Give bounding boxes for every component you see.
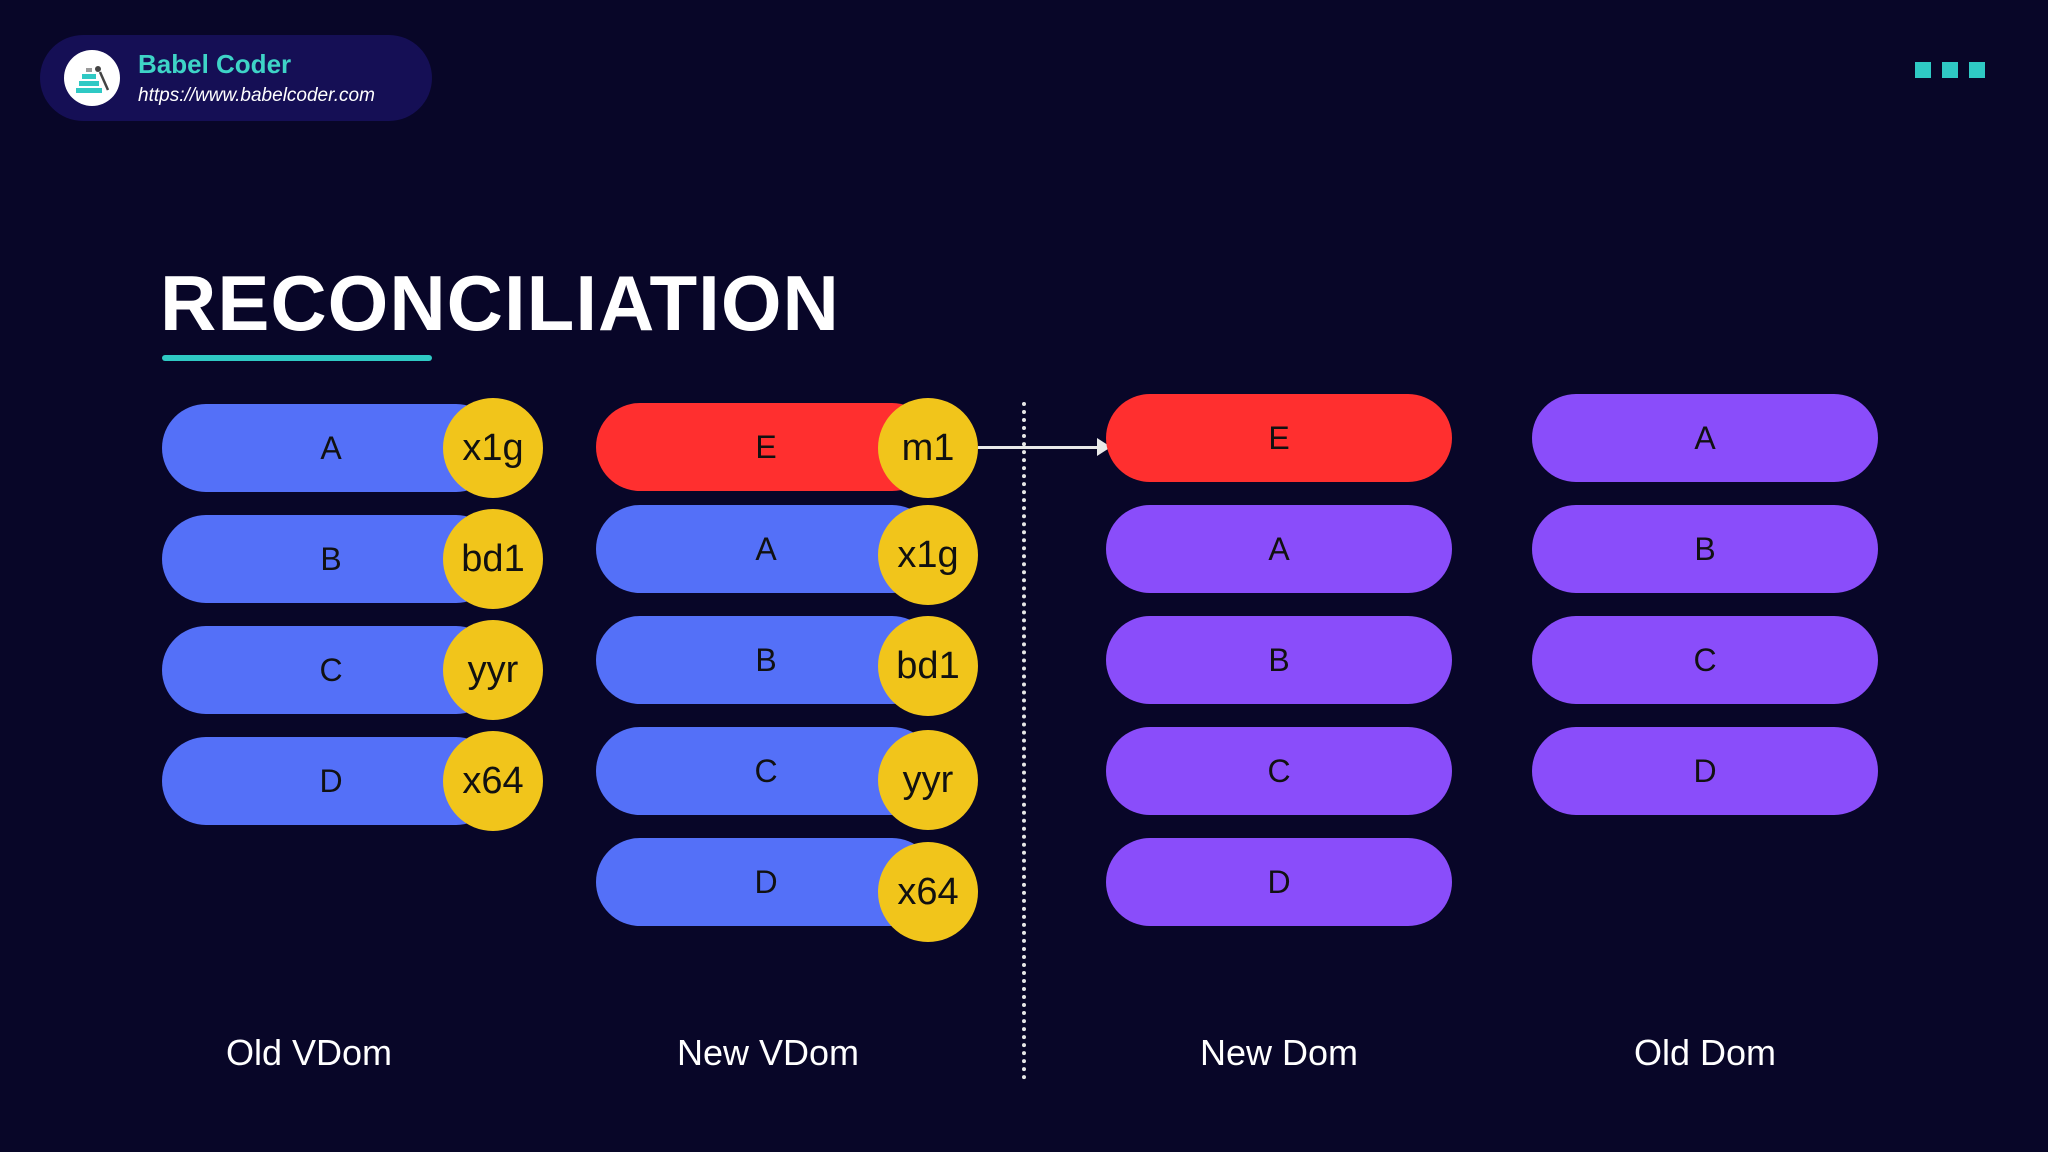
- brand-name: Babel Coder: [138, 49, 292, 79]
- new-vdom-label: New VDom: [676, 1032, 860, 1073]
- brand-badge[interactable]: Babel Coder https://www.babelcoder.com: [40, 35, 432, 121]
- dot-icon: [1915, 62, 1931, 78]
- new-dom-node-b: B: [1106, 616, 1452, 704]
- old-dom-label: Old Dom: [1633, 1032, 1777, 1073]
- new-vdom-key-a: x1g: [878, 505, 978, 605]
- old-vdom-label: Old VDom: [225, 1032, 393, 1073]
- dotted-divider: [1022, 402, 1026, 1080]
- old-vdom-key-d: x64: [443, 731, 543, 831]
- insert-arrow-line: [978, 446, 1102, 449]
- dot-icon: [1942, 62, 1958, 78]
- new-dom-node-a: A: [1106, 505, 1452, 593]
- old-dom-node-a: A: [1532, 394, 1878, 482]
- title-underline: [162, 355, 432, 361]
- old-dom-node-c: C: [1532, 616, 1878, 704]
- old-dom-node-d: D: [1532, 727, 1878, 815]
- new-dom-node-c: C: [1106, 727, 1452, 815]
- old-dom-node-b: B: [1532, 505, 1878, 593]
- new-vdom-key-d: x64: [878, 842, 978, 942]
- new-dom-node-d: D: [1106, 838, 1452, 926]
- new-vdom-key-b: bd1: [878, 616, 978, 716]
- new-vdom-key-e: m1: [878, 398, 978, 498]
- dot-icon: [1969, 62, 1985, 78]
- pyramid-logo-icon: [64, 50, 120, 106]
- old-vdom-key-a: x1g: [443, 398, 543, 498]
- new-vdom-key-c: yyr: [878, 730, 978, 830]
- old-vdom-key-c: yyr: [443, 620, 543, 720]
- new-dom-node-e: E: [1106, 394, 1452, 482]
- brand-url[interactable]: https://www.babelcoder.com: [138, 85, 375, 106]
- page-title: RECONCILIATION: [160, 259, 840, 347]
- old-vdom-key-b: bd1: [443, 509, 543, 609]
- new-dom-label: New Dom: [1199, 1032, 1359, 1073]
